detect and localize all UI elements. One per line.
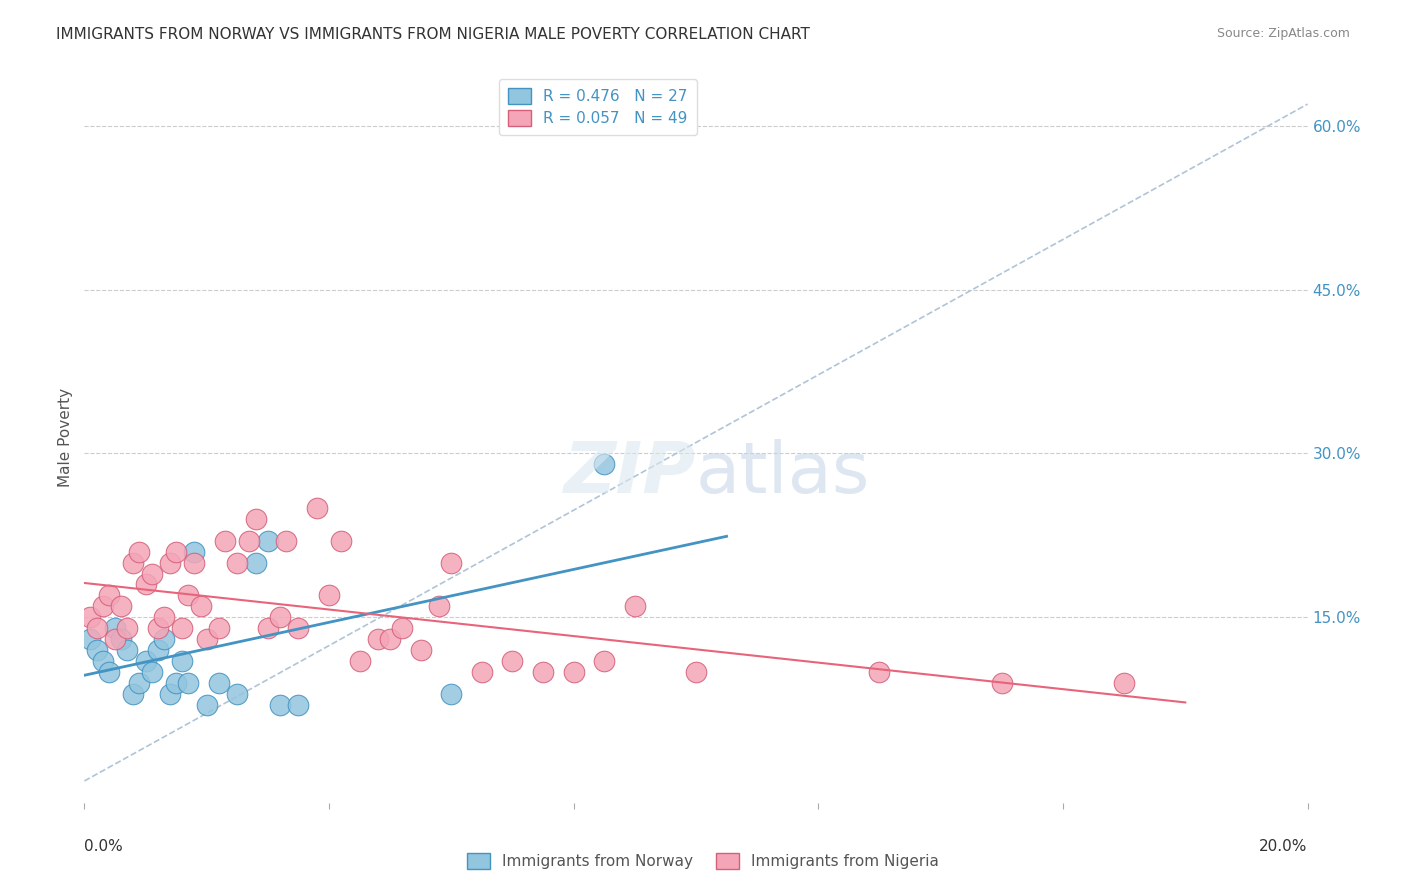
Point (226, 556, 249, 570)
Point (257, 621, 280, 635)
Point (276, 533, 298, 548)
Point (226, 687, 249, 701)
Point (287, 698, 309, 712)
Point (104, 621, 127, 635)
Point (318, 588, 340, 602)
Point (257, 533, 280, 548)
Y-axis label: Male Poverty: Male Poverty (58, 387, 73, 487)
Point (245, 556, 267, 570)
Text: IMMIGRANTS FROM NORWAY VS IMMIGRANTS FROM NIGERIA MALE POVERTY CORRELATION CHART: IMMIGRANTS FROM NORWAY VS IMMIGRANTS FRO… (56, 27, 810, 42)
Point (97, 665, 120, 679)
Point (110, 632, 132, 646)
Point (153, 632, 176, 646)
Point (269, 698, 291, 712)
Point (214, 533, 236, 548)
Point (471, 665, 494, 679)
Point (172, 621, 194, 635)
Point (624, 599, 647, 614)
Point (440, 687, 463, 701)
Point (869, 665, 891, 679)
Point (409, 643, 432, 657)
Point (86, 621, 108, 635)
Point (183, 545, 205, 559)
Point (128, 675, 150, 690)
Point (380, 632, 402, 646)
Point (91, 654, 114, 668)
Point (172, 654, 194, 668)
Point (79, 610, 101, 624)
Text: 20.0%: 20.0% (1260, 839, 1308, 855)
Point (122, 687, 145, 701)
Point (208, 621, 231, 635)
Point (141, 566, 163, 581)
Point (502, 654, 524, 668)
Point (91, 599, 114, 614)
Point (305, 501, 328, 516)
Point (238, 533, 260, 548)
Text: atlas: atlas (696, 439, 870, 508)
Point (195, 632, 218, 646)
Point (165, 545, 187, 559)
Point (391, 621, 413, 635)
Point (440, 556, 463, 570)
Point (287, 621, 309, 635)
Point (79, 632, 101, 646)
Point (427, 599, 450, 614)
Point (190, 599, 212, 614)
Point (122, 556, 145, 570)
Point (269, 610, 291, 624)
Point (177, 588, 200, 602)
Point (159, 556, 181, 570)
Point (146, 643, 169, 657)
Point (159, 687, 181, 701)
Point (195, 698, 218, 712)
Point (97, 588, 120, 602)
Point (135, 577, 157, 591)
Point (86, 643, 108, 657)
Text: Source: ZipAtlas.com: Source: ZipAtlas.com (1216, 27, 1350, 40)
Point (146, 621, 169, 635)
Point (165, 675, 187, 690)
Point (135, 654, 157, 668)
Legend: Immigrants from Norway, Immigrants from Nigeria: Immigrants from Norway, Immigrants from … (461, 847, 945, 875)
Point (128, 545, 150, 559)
Point (1114, 675, 1136, 690)
Point (991, 675, 1014, 690)
Text: 0.0%: 0.0% (84, 839, 124, 855)
Point (115, 643, 138, 657)
Point (349, 654, 371, 668)
Point (593, 654, 616, 668)
Point (593, 458, 616, 472)
Point (208, 675, 231, 690)
Point (367, 632, 389, 646)
Point (153, 610, 176, 624)
Point (245, 512, 267, 526)
Point (183, 556, 205, 570)
Point (330, 533, 353, 548)
Point (141, 665, 163, 679)
Point (562, 665, 585, 679)
Point (177, 675, 200, 690)
Text: ZIP: ZIP (564, 439, 696, 508)
Point (110, 599, 132, 614)
Point (104, 632, 127, 646)
Legend: R = 0.476   N = 27, R = 0.057   N = 49: R = 0.476 N = 27, R = 0.057 N = 49 (499, 79, 697, 136)
Point (531, 665, 554, 679)
Point (115, 621, 138, 635)
Point (685, 665, 707, 679)
